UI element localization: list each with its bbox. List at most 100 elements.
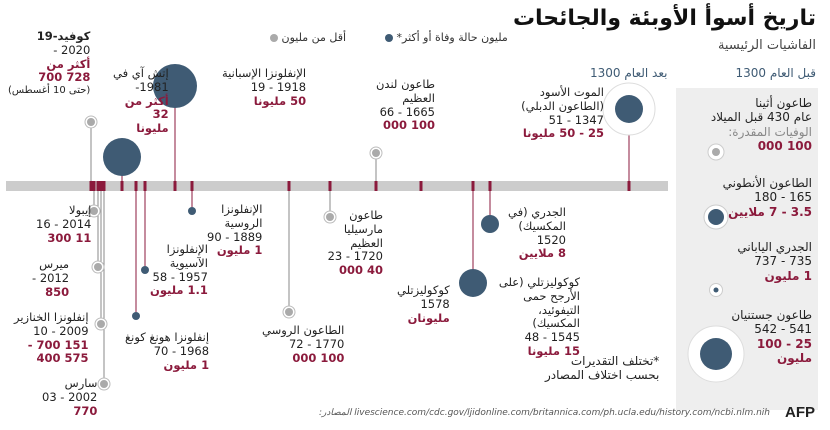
entry-london-plague-period: 1665 - 66: [379, 104, 435, 119]
after-1300-bubble-11: [103, 138, 141, 176]
after-1300-axis-tick-3: [419, 181, 423, 191]
entry-marseille-plague-name: طاعون مارسيليا العظيم: [343, 208, 383, 250]
entry-russian-plague-name: الطاعون الروسي: [262, 323, 345, 337]
after-1300-bubble-8: [153, 64, 197, 108]
entry-spanish-flu-period: 1918 - 19: [250, 79, 307, 94]
after-1300-axis-tick-15: [92, 181, 96, 191]
entry-japanese-smallpox: الجدري الياباني 735 - 737 1 مليون: [737, 240, 812, 283]
entry-antonine: الطاعون الأنطوني 165 - 180 3.5 - 7 ملايي…: [723, 176, 812, 219]
before-1300-bubble-3: [700, 338, 732, 370]
entry-justinian-name: طاعون جستنيان: [731, 308, 812, 322]
sources: livescience.com/cdc.gov/ljidonline.com/b…: [319, 408, 770, 418]
entry-sars-deaths: 770: [73, 403, 98, 418]
entry-athens-deaths-prefix: الوفيات المقدرة:: [728, 124, 812, 139]
timeline-axis: [6, 181, 668, 191]
after-1300-bubble-5: [326, 213, 334, 221]
entry-hiv-period: 1981-: [135, 79, 169, 94]
entry-asian-flu-deaths: 1.1 مليون: [150, 283, 208, 298]
entry-swine-flu-deaths: 151 700 - 575 400: [27, 337, 89, 366]
entry-hong-kong-flu-name: إنفلونزا هونغ كونغ: [125, 330, 210, 344]
after-1300-axis-tick-5: [328, 181, 332, 191]
entry-cocoliztli-1578: كوكوليزتلي 1578 مليونان: [397, 283, 450, 325]
after-1300-bubble-14: [94, 263, 102, 271]
entry-japanese-smallpox-deaths: 1 مليون: [764, 268, 812, 283]
after-1300-bubble-9: [141, 266, 149, 274]
entry-asian-flu: الإنفلونزا الآسيوية 1957 - 58 1.1 مليون: [150, 242, 208, 298]
column-after-1300: بعد العام 1300: [590, 66, 668, 80]
entry-covid-period: 2020 -: [53, 42, 91, 57]
after-1300-axis-tick-16: [89, 181, 93, 191]
entry-covid-name: كوفيد-19: [36, 29, 91, 43]
after-1300-bubble-13: [97, 320, 105, 328]
afp-logo: AFP: [785, 404, 815, 421]
footnote: *تختلف التقديرات بحسب اختلاف المصادر: [545, 354, 660, 383]
after-1300-bubble-1: [481, 215, 499, 233]
entry-cocoliztli-1545-name: كوكوليزتلي (على الأرجح حمى التيفوئيد، ال…: [498, 275, 580, 331]
entry-hong-kong-flu-period: 1968 - 70: [153, 343, 210, 358]
entry-covid: كوفيد-19 2020 - أكثر من 728 700 (حتى 10 …: [8, 29, 91, 97]
entry-london-plague-deaths: 100 000: [382, 118, 435, 133]
entry-sars-name: سارس: [64, 376, 98, 390]
entry-mers-name: ميرس: [39, 257, 70, 271]
entry-cocoliztli-1578-deaths: مليونان: [407, 310, 450, 325]
after-1300-axis-tick-14: [96, 181, 100, 191]
after-1300-axis-tick-1: [488, 181, 492, 191]
entry-athens: طاعون أثينا عام 430 قبل الميلاد الوفيات …: [711, 96, 812, 154]
entry-ebola-period: 2014 - 16: [36, 216, 92, 231]
entry-cocoliztli-1545-period: 1545 - 48: [524, 330, 580, 345]
legend-small: أقل من مليون: [270, 31, 346, 44]
entry-russian-flu-period: 1889 - 90: [207, 229, 263, 244]
after-1300-bubble-0: [615, 95, 643, 123]
entry-covid-note: (حتى 10 أغسطس): [8, 85, 91, 97]
entry-asian-flu-name: الإنفلونزا الآسيوية: [166, 242, 208, 270]
entry-athens-deaths: 100 000: [757, 139, 812, 154]
entry-black-death: الموت الأسود (الطاعون الدبلي) 1347 - 51 …: [519, 85, 604, 141]
entry-ebola-deaths: 11 300: [47, 230, 92, 245]
after-1300-bubble-4: [372, 149, 380, 157]
entry-swine-flu: إنفلونزا الخنازير 2009 - 10 151 700 - 57…: [14, 310, 89, 366]
entry-ebola-name: إيبولا: [69, 203, 92, 217]
after-1300-bubble-7: [188, 207, 196, 215]
entry-black-death-name: الموت الأسود (الطاعون الدبلي): [521, 85, 604, 113]
legend-large-label: مليون حالة وفاة أو أكثر*: [396, 31, 508, 44]
entry-mers-deaths: 850: [45, 284, 70, 299]
entry-russian-flu: الإنفلونزا الروسية 1889 - 90 1 مليون: [207, 202, 263, 258]
after-1300-axis-tick-2: [471, 181, 475, 191]
after-1300-bubble-15: [90, 207, 98, 215]
entry-smallpox-mexico-name: الجدري (في المكسيك): [508, 205, 566, 233]
entry-spanish-flu-deaths: 50 مليونا: [253, 93, 307, 108]
entry-asian-flu-period: 1957 - 58: [152, 269, 208, 284]
entry-justinian: طاعون جستنيان 541 - 542 25 - 100 مليون: [731, 308, 812, 366]
legend-small-dot: [270, 34, 278, 42]
entry-black-death-deaths: 25 - 50 مليونا: [522, 126, 604, 141]
after-1300-axis-tick-13: [99, 181, 103, 191]
legend-large: مليون حالة وفاة أو أكثر*: [385, 31, 508, 44]
entry-russian-plague-deaths: 100 000: [292, 350, 345, 365]
entry-mers-period: 2012 -: [32, 270, 70, 285]
entry-cocoliztli-1578-name: كوكوليزتلي: [397, 283, 450, 297]
after-1300-axis-tick-8: [173, 181, 177, 191]
entry-london-plague: طاعون لندن العظيم 1665 - 66 100 000: [373, 77, 435, 133]
page-subtitle: الفاشيات الرئيسية: [717, 38, 816, 53]
entry-japanese-smallpox-period: 735 - 737: [754, 254, 812, 269]
entry-cocoliztli-1545-deaths: 15 مليونا: [527, 343, 580, 358]
entry-russian-plague-period: 1770 - 72: [288, 336, 345, 351]
entry-japanese-smallpox-name: الجدري الياباني: [737, 240, 812, 254]
entry-spanish-flu-name: الإنفلونزا الإسبانية: [222, 66, 307, 80]
entry-black-death-period: 1347 - 51: [548, 112, 604, 127]
legend-large-dot: [385, 34, 393, 42]
entry-athens-period: عام 430 قبل الميلاد: [710, 110, 812, 125]
after-1300-axis-tick-4: [374, 181, 378, 191]
page-title: تاريخ أسوأ الأوبئة والجائحات: [512, 6, 816, 31]
after-1300-axis-tick-7: [190, 181, 194, 191]
after-1300-axis-tick-9: [143, 181, 147, 191]
entry-hiv-name: إتش آي في: [113, 66, 169, 80]
after-1300-bubble-16: [87, 118, 95, 126]
entry-hiv-deaths: أكثر من 32 مليونا: [124, 93, 169, 136]
entry-hiv: إتش آي في 1981- أكثر من 32 مليونا: [113, 66, 169, 136]
entry-antonine-name: الطاعون الأنطوني: [722, 176, 812, 190]
entry-marseille-plague-deaths: 40 000: [338, 263, 383, 278]
entry-athens-name: طاعون أثينا: [755, 96, 812, 110]
